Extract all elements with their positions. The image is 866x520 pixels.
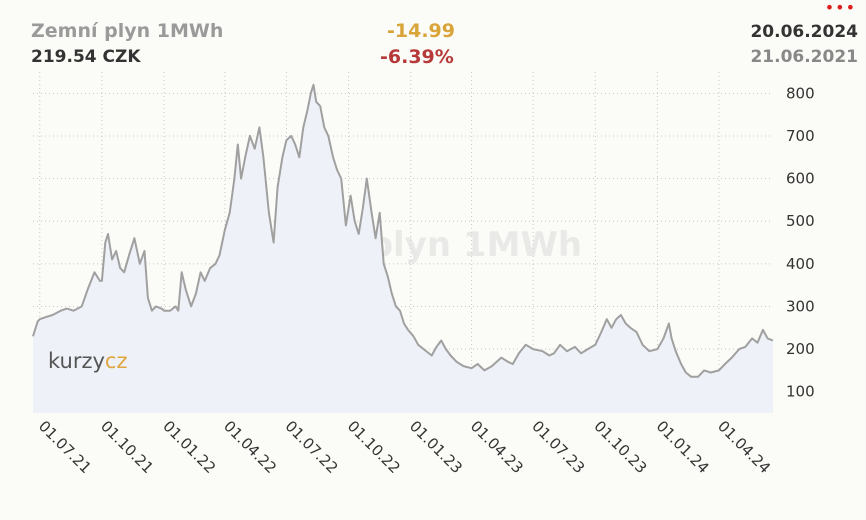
current-price: 219.54 CZK [31,47,141,67]
x-tick-label: 01.01.24 [653,417,713,477]
x-tick-label: 01.01.23 [406,417,466,477]
x-tick-label: 01.10.23 [590,417,650,477]
y-tick-label: 600 [786,170,815,188]
x-tick-label: 01.07.21 [35,417,95,477]
y-tick-label: 300 [786,297,815,315]
price-change-percent: -6.39% [380,46,454,68]
x-tick-label: 01.07.23 [528,417,588,477]
y-tick-label: 800 [786,84,815,102]
logo: kurzycz [48,349,128,373]
logo-suffix: cz [105,349,128,373]
date-from: 21.06.2021 [750,47,858,67]
logo-main: kurzy [48,349,105,373]
more-dots-icon[interactable]: ••• [824,0,856,17]
price-area [33,84,773,414]
price-change: -14.99 [387,20,455,42]
x-tick-label: 01.10.21 [97,417,157,477]
x-tick-label: 01.04.23 [467,417,527,477]
instrument-name: Zemní plyn 1MWh [31,20,224,42]
date-to: 20.06.2024 [750,22,858,42]
y-tick-label: 200 [786,340,815,358]
x-tick-label: 01.10.22 [344,417,404,477]
price-line [32,83,774,378]
x-tick-label: 01.04.22 [220,417,280,477]
y-tick-label: 700 [786,127,815,145]
x-tick-label: 01.07.22 [282,417,342,477]
x-tick-label: 01.04.24 [714,417,774,477]
x-tick-label: 01.01.22 [159,417,219,477]
y-axis: 100 200 300 400 500 600 700 800 [786,84,815,400]
x-axis: 01.07.21 01.10.21 01.01.22 01.04.22 01.07.22… [35,417,774,477]
y-tick-label: 400 [786,255,815,273]
y-tick-label: 500 [786,212,815,230]
y-tick-label: 100 [786,383,815,401]
